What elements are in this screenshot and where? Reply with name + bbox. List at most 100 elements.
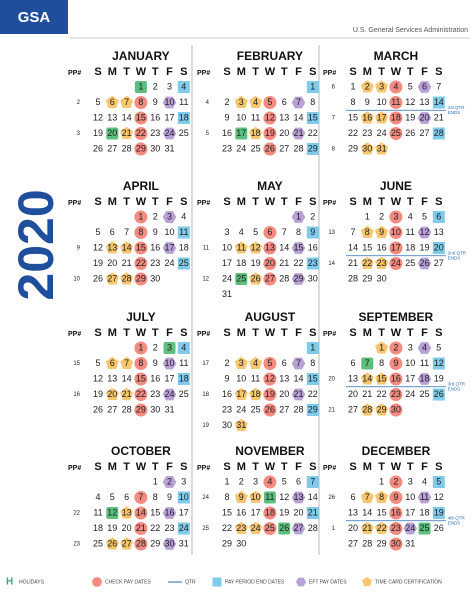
- pay-period-end-marker: [306, 373, 319, 385]
- day: 29: [308, 404, 318, 414]
- pay-period-end-marker: [432, 476, 445, 488]
- eft-pay-marker: [291, 522, 306, 535]
- check-pay-marker: [389, 537, 403, 551]
- pay-period-end-marker: [306, 143, 319, 155]
- month-title: JULY: [126, 310, 156, 324]
- pay-period-number: 5: [206, 131, 210, 137]
- day: 30: [308, 273, 318, 283]
- pp-heading: PP#: [197, 331, 210, 338]
- day: 11: [420, 492, 429, 502]
- weekday-heading: W: [265, 461, 276, 473]
- day: 1: [379, 476, 384, 486]
- eft-pay-marker: [291, 491, 306, 504]
- day: 7: [138, 492, 143, 502]
- time-card-marker: [234, 418, 248, 431]
- holiday-marker: [263, 491, 276, 504]
- weekday-heading: W: [265, 327, 276, 339]
- day: 1: [138, 342, 143, 352]
- time-card-marker: [234, 356, 248, 369]
- weekday-heading: T: [152, 327, 159, 339]
- day: 26: [434, 389, 444, 399]
- day: 11: [179, 358, 188, 368]
- day: 5: [267, 97, 272, 107]
- check-pay-marker: [134, 226, 148, 239]
- day: 24: [405, 523, 415, 533]
- day: 21: [122, 389, 132, 399]
- day: 20: [419, 112, 429, 122]
- month-title: AUGUST: [245, 310, 296, 324]
- weekday-heading: S: [223, 461, 230, 473]
- weekday-heading: F: [295, 461, 302, 473]
- weekday-heading: T: [407, 66, 414, 78]
- check-pay-marker: [389, 522, 403, 535]
- time-card-marker: [105, 537, 119, 550]
- eft-pay-marker: [162, 242, 177, 254]
- day: 29: [308, 143, 318, 153]
- day: 16: [150, 373, 160, 383]
- day: 6: [110, 97, 115, 107]
- day: 24: [377, 128, 387, 138]
- day: 16: [391, 373, 401, 383]
- day: 2: [224, 358, 229, 368]
- day: 4: [181, 81, 186, 91]
- check-pay-marker: [389, 96, 403, 109]
- pp-heading: PP#: [323, 200, 336, 207]
- legend-label: EFT PAY DATES: [309, 579, 347, 585]
- pay-period-end-marker: [432, 211, 445, 223]
- day: 23: [164, 523, 174, 533]
- check-pay-marker: [134, 142, 148, 156]
- day: 28: [293, 404, 303, 414]
- time-card-marker: [249, 356, 263, 369]
- day: 16: [236, 507, 246, 517]
- legend-icon: H: [6, 577, 13, 588]
- day: 21: [122, 128, 132, 138]
- day: 9: [224, 373, 229, 383]
- day: 8: [138, 97, 143, 107]
- time-card-marker: [375, 403, 389, 416]
- day: 15: [377, 373, 387, 383]
- pp-heading: PP#: [68, 331, 81, 338]
- day: 5: [267, 358, 272, 368]
- day: 22: [308, 128, 318, 138]
- day: 20: [107, 128, 117, 138]
- day: 23: [308, 258, 318, 268]
- day: 25: [265, 523, 275, 533]
- day: 8: [296, 227, 301, 237]
- pay-period-end-marker: [177, 257, 190, 270]
- day: 16: [391, 507, 401, 517]
- time-card-marker: [120, 506, 134, 519]
- day: 24: [179, 523, 189, 533]
- weekday-heading: F: [421, 196, 428, 208]
- quarter-label: ENDS: [448, 520, 461, 525]
- pay-period-end-marker: [306, 342, 319, 354]
- time-card-marker: [360, 111, 374, 124]
- day: 5: [436, 476, 441, 486]
- day: 25: [391, 128, 401, 138]
- holiday-marker: [235, 273, 248, 285]
- day: 19: [251, 258, 261, 268]
- day: 27: [107, 143, 117, 153]
- weekday-heading: S: [180, 461, 187, 473]
- day: 14: [136, 507, 146, 517]
- day: 6: [350, 358, 355, 368]
- check-pay-marker: [134, 357, 148, 370]
- day: 13: [434, 227, 444, 237]
- pay-period-end-marker: [177, 491, 190, 504]
- day: 31: [377, 143, 387, 153]
- day: 12: [107, 507, 117, 517]
- weekday-heading: F: [421, 66, 428, 78]
- day: 4: [239, 227, 244, 237]
- day: 18: [236, 258, 246, 268]
- check-pay-marker: [389, 80, 403, 94]
- day: 26: [265, 404, 275, 414]
- check-pay-marker: [263, 257, 277, 270]
- day: 3: [408, 476, 413, 486]
- pay-period-end-marker: [306, 507, 319, 519]
- day: 17: [164, 112, 174, 122]
- pay-period-end-marker: [177, 342, 190, 354]
- day: 10: [391, 227, 401, 237]
- day: 15: [308, 373, 318, 383]
- time-card-marker: [120, 387, 134, 400]
- day: 29: [136, 143, 146, 153]
- day: 21: [122, 258, 132, 268]
